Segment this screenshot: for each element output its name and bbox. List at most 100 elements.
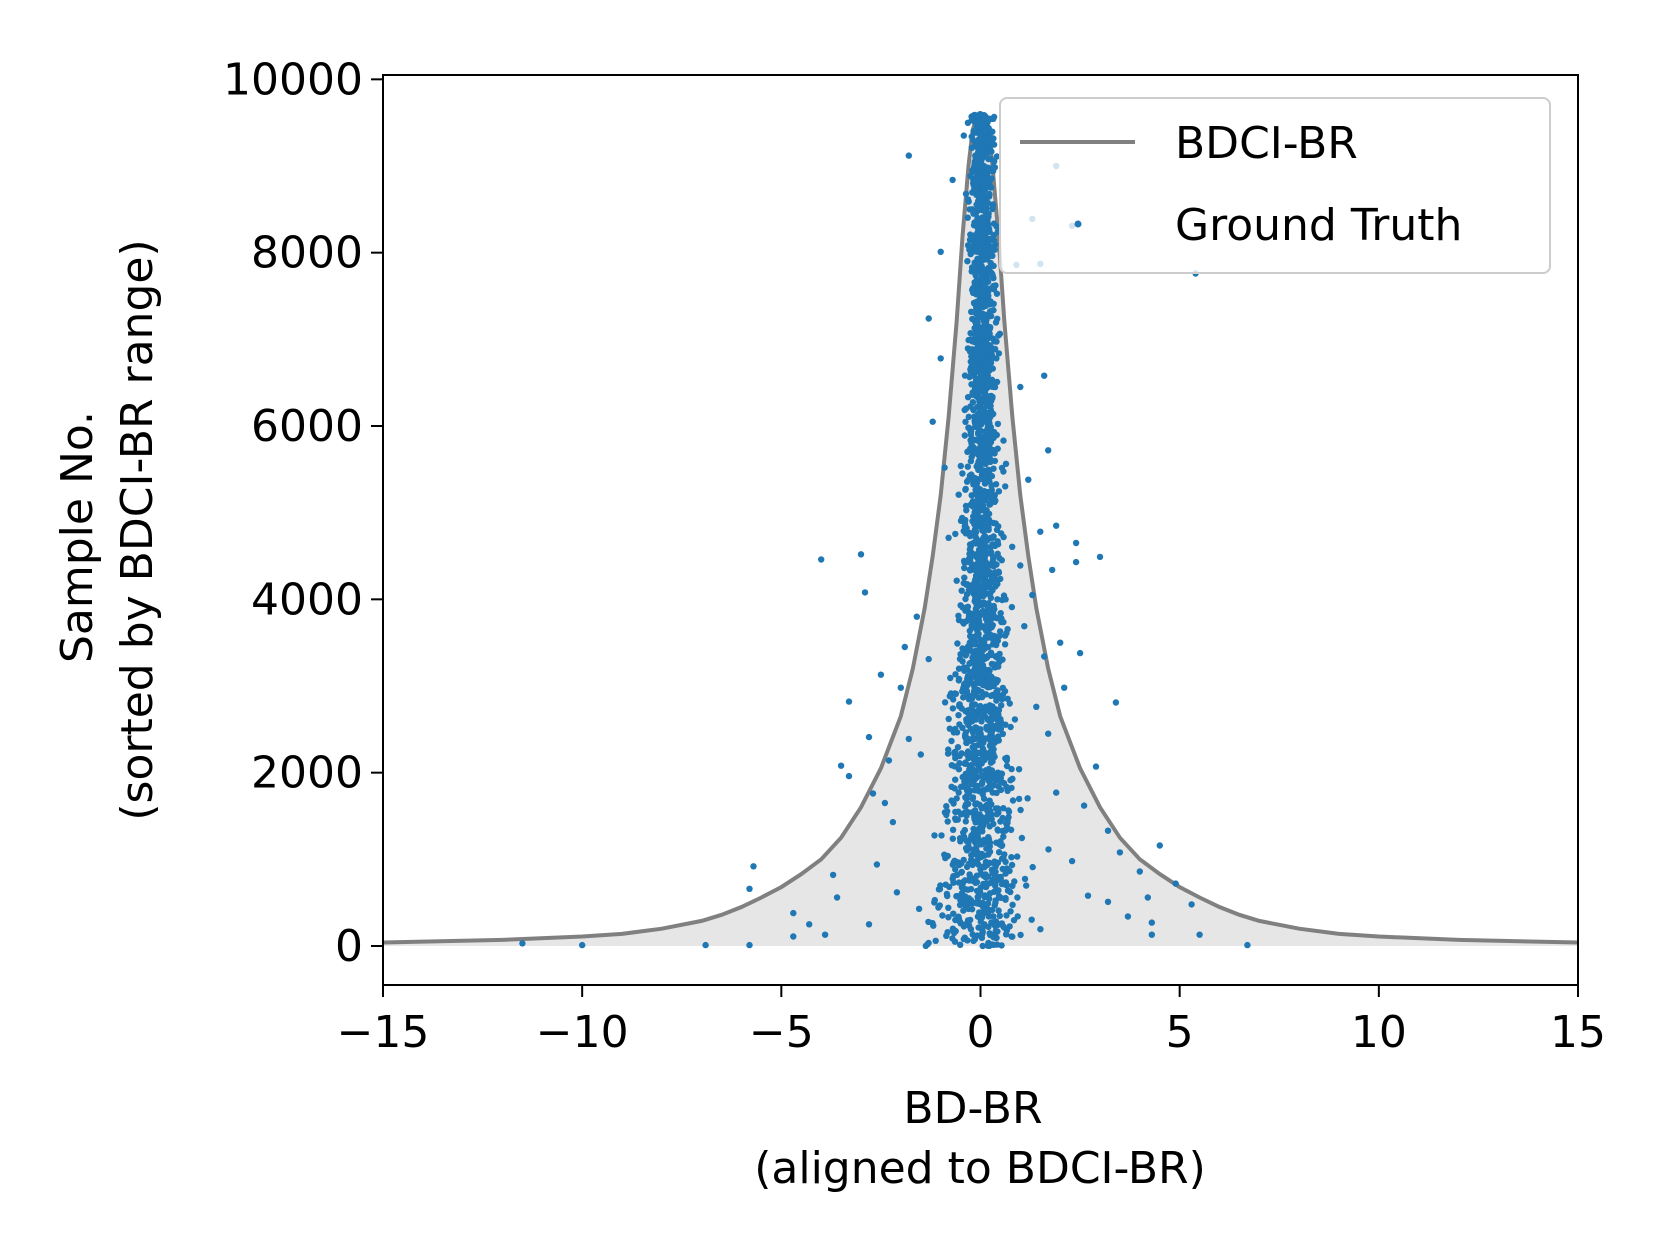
scatter-point [957, 651, 964, 658]
scatter-point [949, 835, 956, 842]
scatter-point [996, 554, 1003, 562]
x-axis-label-line-2: (aligned to BDCI-BR) [754, 1143, 1206, 1194]
scatter-point [961, 783, 968, 791]
scatter-point [976, 337, 983, 344]
x-tick-label: −15 [337, 1007, 430, 1058]
scatter-point [988, 574, 996, 581]
scatter-point [983, 537, 991, 544]
scatter-point [962, 418, 969, 425]
scatter-point [974, 783, 981, 791]
scatter-point [959, 645, 966, 652]
scatter-point [961, 520, 969, 528]
scatter-point [952, 815, 959, 823]
scatter-point [821, 931, 829, 938]
scatter-point [974, 514, 981, 521]
scatter-point [889, 818, 897, 826]
scatter-point [979, 787, 986, 794]
scatter-point [960, 829, 967, 836]
scatter-point [960, 935, 967, 943]
scatter-point [967, 330, 974, 337]
scatter-point [964, 558, 972, 566]
scatter-point [962, 760, 970, 767]
scatter-point [983, 818, 990, 825]
scatter-point [1116, 849, 1124, 856]
scatter-point [985, 155, 992, 163]
scatter-point [965, 905, 972, 913]
scatter-point [981, 127, 988, 134]
scatter-point [955, 861, 963, 869]
scatter-point [519, 940, 526, 947]
scatter-point [968, 852, 975, 859]
scatter-point [971, 581, 978, 588]
scatter-point [966, 236, 974, 243]
scatter-point [991, 338, 998, 345]
scatter-point [1028, 916, 1035, 923]
scatter-point [979, 662, 987, 669]
scatter-point [1002, 870, 1009, 877]
scatter-point [1104, 898, 1112, 905]
scatter-point [982, 858, 990, 866]
scatter-point [953, 871, 961, 878]
scatter-point [954, 744, 962, 751]
scatter-point [987, 356, 994, 363]
scatter-point [970, 623, 977, 630]
scatter-point [980, 285, 987, 293]
scatter-point [976, 623, 983, 630]
scatter-point [1008, 854, 1015, 861]
scatter-point [1000, 833, 1007, 840]
scatter-point [1022, 882, 1030, 889]
scatter-point [1002, 931, 1010, 938]
scatter-point [965, 839, 972, 847]
scatter-point [984, 248, 991, 256]
scatter-point [973, 317, 980, 324]
scatter-point [961, 564, 968, 572]
scatter-point [829, 871, 837, 879]
scatter-point [1112, 699, 1120, 706]
scatter-point [948, 783, 955, 790]
scatter-point [979, 562, 986, 569]
scatter-point [790, 933, 797, 940]
scatter-point [951, 857, 958, 864]
scatter-point [1002, 894, 1009, 902]
scatter-point [959, 618, 966, 626]
scatter-point [938, 832, 945, 839]
scatter-point [982, 302, 989, 309]
scatter-point [978, 718, 985, 725]
scatter-point [937, 882, 944, 889]
scatter-point [985, 611, 993, 619]
y-tick-label: 0 [335, 921, 363, 972]
scatter-point [953, 577, 960, 584]
scatter-point [967, 250, 974, 258]
scatter-point [994, 541, 1002, 548]
scatter-point [961, 731, 969, 739]
scatter-point [1104, 827, 1112, 834]
scatter-point [1017, 383, 1024, 391]
x-tick-label: 0 [967, 1007, 995, 1058]
scatter-point [960, 132, 967, 139]
scatter-point [1002, 483, 1009, 490]
scatter-point [975, 234, 983, 241]
scatter-point [982, 579, 989, 586]
scatter-point [1008, 765, 1015, 773]
scatter-point [985, 449, 993, 456]
scatter-point [973, 239, 981, 246]
scatter-point [877, 671, 885, 678]
scatter-point [1053, 789, 1060, 796]
scatter-point [965, 424, 972, 431]
scatter-point [806, 921, 813, 928]
scatter-point [966, 546, 974, 553]
scatter-point [979, 527, 986, 534]
scatter-point [984, 619, 991, 626]
scatter-point [930, 922, 937, 929]
scatter-point [990, 941, 997, 948]
scatter-point [993, 839, 1000, 846]
scatter-point [975, 674, 982, 681]
scatter-point [999, 827, 1006, 835]
scatter-point [1018, 834, 1026, 842]
scatter-point [971, 520, 979, 527]
scatter-point [975, 121, 982, 128]
scatter-point [985, 466, 992, 473]
scatter-point [977, 486, 984, 493]
scatter-point [989, 740, 996, 747]
scatter-point [982, 625, 990, 632]
